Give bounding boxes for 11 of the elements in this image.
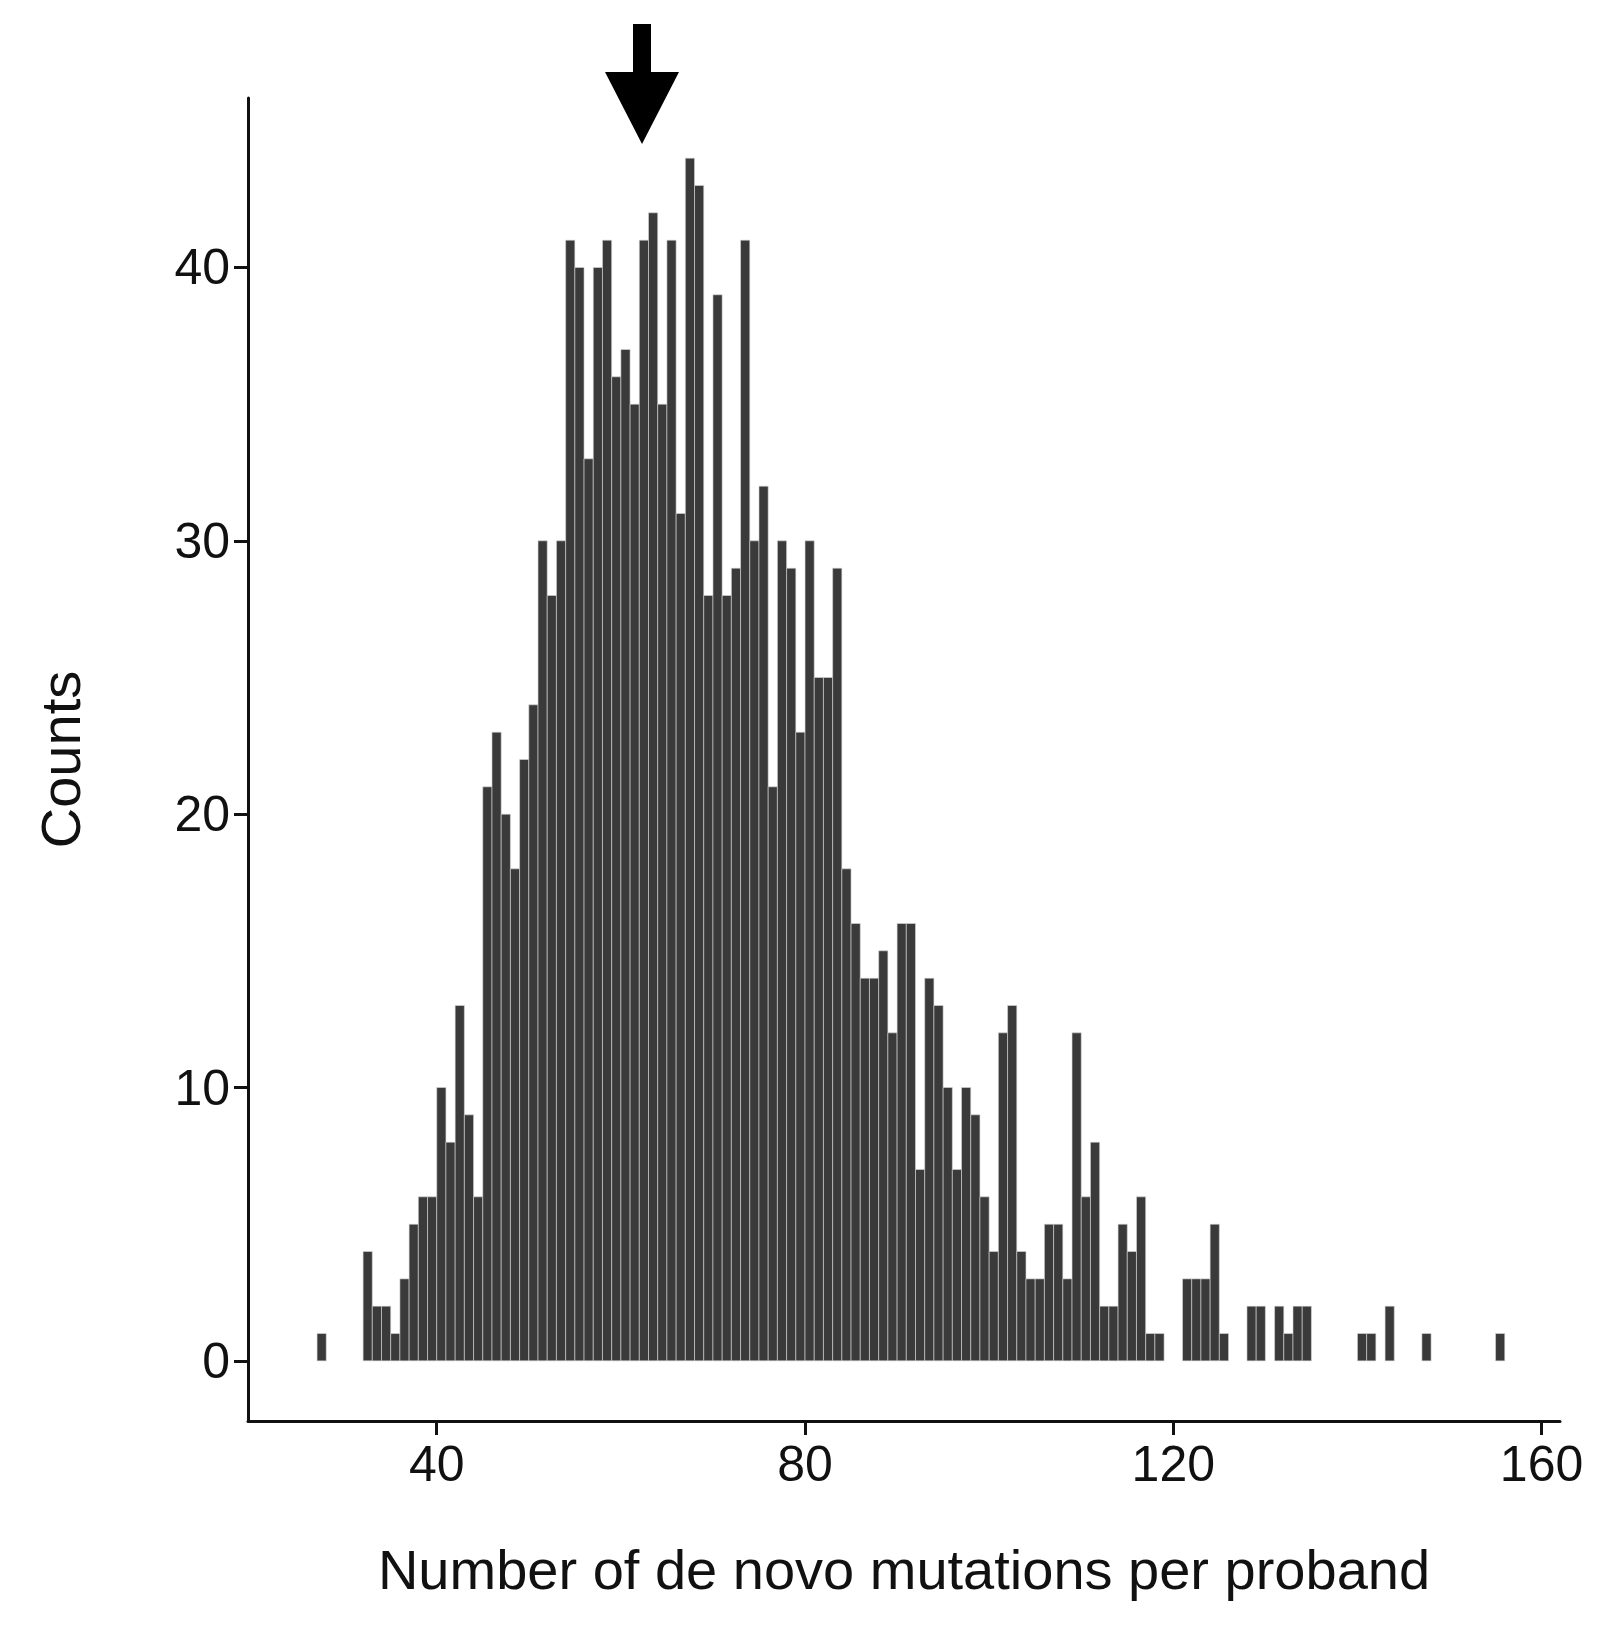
x-axis-title: Number of de novo mutations per proband: [377, 1537, 1431, 1601]
y-axis-title: Counts: [28, 670, 92, 849]
y-tick-label: 10: [174, 1059, 230, 1116]
y-tick-label: 0: [202, 1332, 230, 1389]
x-tick-label: 40: [408, 1436, 465, 1492]
y-tick-label: 30: [174, 512, 230, 569]
y-tick-label: 20: [174, 786, 230, 843]
y-tick-label: 40: [174, 239, 230, 296]
x-tick-label: 80: [777, 1436, 833, 1492]
x-tick-label: 120: [1131, 1436, 1216, 1492]
x-tick-label: 160: [1499, 1436, 1584, 1492]
